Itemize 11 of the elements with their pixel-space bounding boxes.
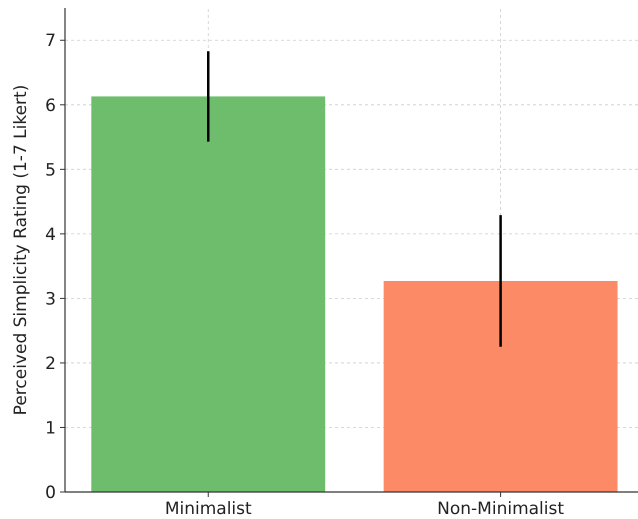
y-axis-title: Perceived Simplicity Rating (1-7 Likert) <box>11 84 31 416</box>
x-tick-label: Non-Minimalist <box>437 499 564 519</box>
y-tick-label: 4 <box>45 224 56 245</box>
y-tick-label: 3 <box>45 289 56 310</box>
y-tick-label: 1 <box>45 418 56 438</box>
y-tick-label: 5 <box>45 160 56 180</box>
y-tick-label: 6 <box>45 96 56 116</box>
y-tick-label: 7 <box>45 31 56 52</box>
y-tick-label: 2 <box>45 354 56 374</box>
x-tick-label: Minimalist <box>164 499 252 519</box>
y-tick-label: 0 <box>45 482 56 503</box>
